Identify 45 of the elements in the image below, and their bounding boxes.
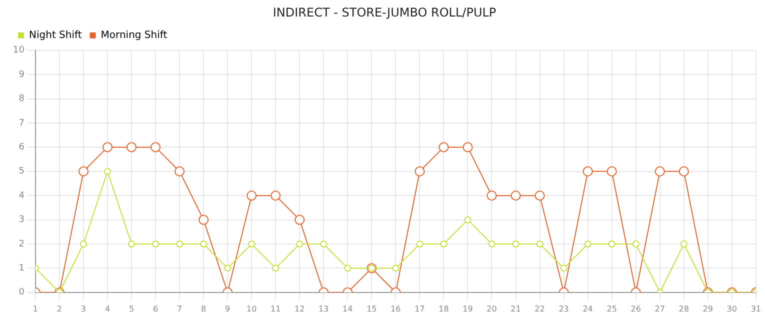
x-tick-label: 16 (390, 304, 401, 314)
x-tick-label: 13 (318, 304, 329, 314)
x-tick-label: 30 (726, 304, 737, 314)
y-tick-label: 2 (18, 239, 24, 250)
x-tick-label: 18 (438, 304, 449, 314)
x-tick-label: 4 (104, 304, 110, 314)
x-tick-label: 23 (558, 304, 569, 314)
x-tick-label: 15 (366, 304, 377, 314)
x-tick-label: 19 (462, 304, 473, 314)
x-tick-label: 24 (582, 304, 593, 314)
x-tick-label: 31 (750, 304, 762, 314)
y-tick-label: 5 (18, 166, 24, 177)
legend-label: Night Shift (29, 30, 82, 41)
x-tick-label: 10 (246, 304, 257, 314)
x-tick-label: 6 (152, 304, 158, 314)
x-tick-label: 9 (225, 304, 230, 314)
y-tick-label: 4 (18, 190, 25, 201)
x-tick-label: 12 (294, 304, 305, 314)
x-tick-label: 22 (534, 304, 545, 314)
x-tick-label: 29 (702, 304, 713, 314)
x-tick-label: 7 (176, 304, 182, 314)
y-tick-label: 3 (18, 215, 24, 226)
x-tick-label: 2 (56, 304, 62, 314)
x-tick-label: 5 (128, 304, 134, 314)
legend-label: Morning Shift (100, 30, 168, 41)
y-tick-label: 9 (18, 70, 25, 80)
y-tick-label: 1 (18, 264, 24, 274)
x-tick-label: 17 (414, 304, 425, 314)
x-tick-label: 14 (342, 304, 353, 314)
y-tick-label: 6 (18, 142, 25, 153)
x-tick-label: 21 (510, 304, 521, 314)
x-tick-label: 3 (80, 304, 86, 314)
x-tick-label: 20 (486, 304, 497, 314)
y-tick-label: 0 (18, 288, 25, 298)
x-tick-label: 25 (606, 304, 617, 314)
y-tick-label: 7 (18, 118, 24, 128)
x-tick-label: 11 (270, 304, 281, 314)
x-tick-label: 28 (678, 304, 689, 314)
x-tick-label: 8 (201, 304, 206, 314)
y-tick-label: 10 (13, 46, 25, 56)
x-tick-label: 1 (32, 304, 38, 314)
y-tick-label: 8 (18, 94, 25, 104)
x-tick-label: 26 (630, 304, 641, 314)
chart-title: INDIRECT - STORE-JUMBO ROLL/PULP (272, 5, 496, 20)
x-tick-label: 27 (654, 304, 665, 314)
